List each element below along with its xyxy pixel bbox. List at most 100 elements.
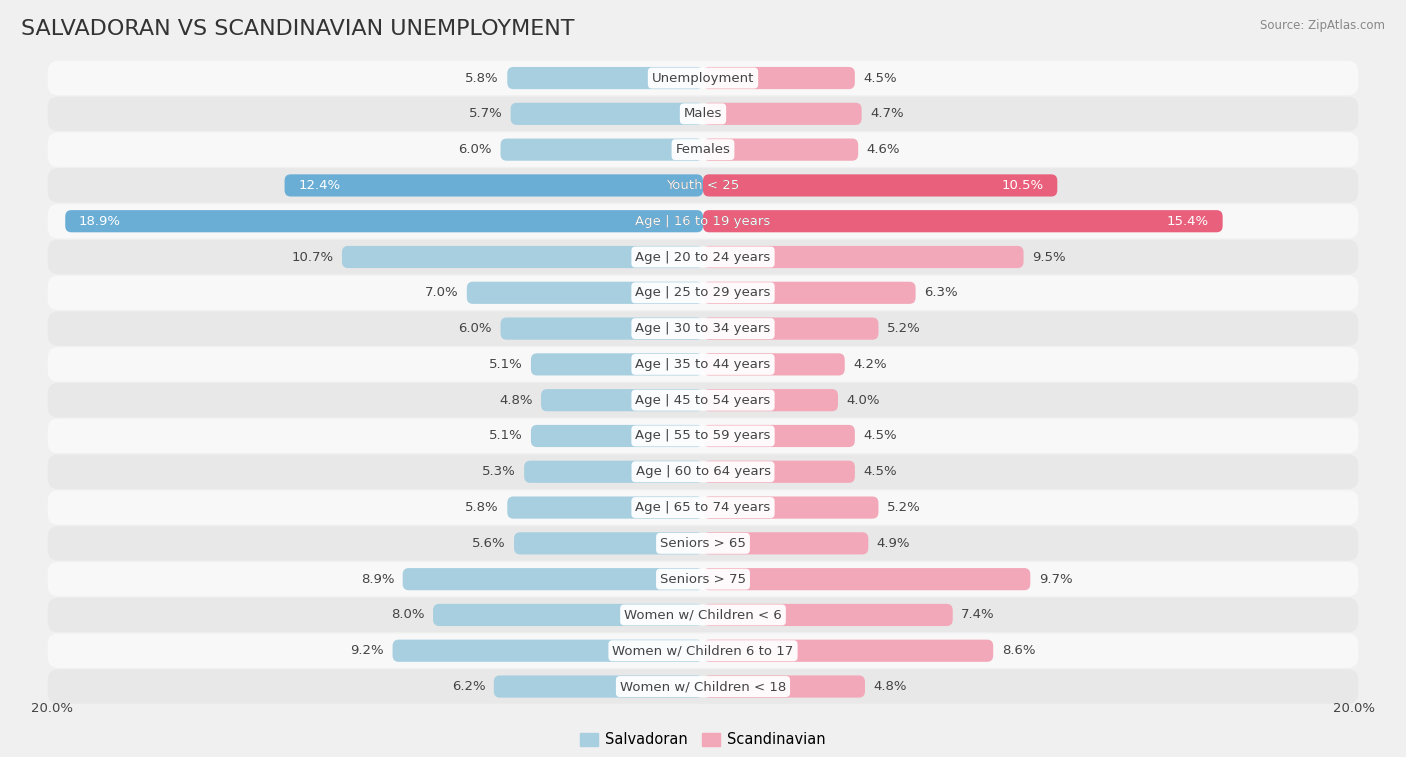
FancyBboxPatch shape <box>703 461 855 483</box>
Text: 4.2%: 4.2% <box>853 358 887 371</box>
Text: 5.7%: 5.7% <box>468 107 502 120</box>
FancyBboxPatch shape <box>515 532 703 554</box>
Text: Age | 60 to 64 years: Age | 60 to 64 years <box>636 466 770 478</box>
Text: 4.7%: 4.7% <box>870 107 904 120</box>
FancyBboxPatch shape <box>48 634 1358 668</box>
Text: 4.5%: 4.5% <box>863 72 897 85</box>
FancyBboxPatch shape <box>524 461 703 483</box>
FancyBboxPatch shape <box>467 282 703 304</box>
Text: 8.9%: 8.9% <box>361 572 394 586</box>
Text: 4.8%: 4.8% <box>499 394 533 407</box>
FancyBboxPatch shape <box>48 526 1358 560</box>
Text: Seniors > 75: Seniors > 75 <box>659 572 747 586</box>
Legend: Salvadoran, Scandinavian: Salvadoran, Scandinavian <box>581 732 825 747</box>
FancyBboxPatch shape <box>508 497 703 519</box>
FancyBboxPatch shape <box>703 354 845 375</box>
FancyBboxPatch shape <box>703 568 1031 590</box>
FancyBboxPatch shape <box>703 282 915 304</box>
Text: 6.0%: 6.0% <box>458 322 492 335</box>
Text: 7.4%: 7.4% <box>962 609 995 621</box>
FancyBboxPatch shape <box>48 383 1358 417</box>
Text: 5.3%: 5.3% <box>482 466 516 478</box>
FancyBboxPatch shape <box>703 497 879 519</box>
FancyBboxPatch shape <box>703 139 858 160</box>
FancyBboxPatch shape <box>48 311 1358 346</box>
Text: 8.6%: 8.6% <box>1001 644 1035 657</box>
Text: Age | 20 to 24 years: Age | 20 to 24 years <box>636 251 770 263</box>
FancyBboxPatch shape <box>48 204 1358 238</box>
FancyBboxPatch shape <box>703 389 838 411</box>
Text: 9.2%: 9.2% <box>350 644 384 657</box>
FancyBboxPatch shape <box>703 425 855 447</box>
FancyBboxPatch shape <box>48 455 1358 489</box>
Text: 20.0%: 20.0% <box>1333 702 1375 715</box>
Text: Women w/ Children < 6: Women w/ Children < 6 <box>624 609 782 621</box>
FancyBboxPatch shape <box>48 132 1358 167</box>
Text: Age | 16 to 19 years: Age | 16 to 19 years <box>636 215 770 228</box>
Text: 7.0%: 7.0% <box>425 286 458 299</box>
Text: 12.4%: 12.4% <box>298 179 340 192</box>
Text: 4.8%: 4.8% <box>873 680 907 693</box>
FancyBboxPatch shape <box>402 568 703 590</box>
Text: Source: ZipAtlas.com: Source: ZipAtlas.com <box>1260 19 1385 32</box>
Text: 5.1%: 5.1% <box>489 429 523 443</box>
Text: Age | 45 to 54 years: Age | 45 to 54 years <box>636 394 770 407</box>
Text: Unemployment: Unemployment <box>652 72 754 85</box>
Text: 5.6%: 5.6% <box>472 537 506 550</box>
FancyBboxPatch shape <box>703 532 869 554</box>
FancyBboxPatch shape <box>531 354 703 375</box>
Text: 5.2%: 5.2% <box>887 501 921 514</box>
Text: 5.8%: 5.8% <box>465 72 499 85</box>
FancyBboxPatch shape <box>501 139 703 160</box>
FancyBboxPatch shape <box>48 168 1358 203</box>
FancyBboxPatch shape <box>65 210 703 232</box>
Text: Age | 65 to 74 years: Age | 65 to 74 years <box>636 501 770 514</box>
FancyBboxPatch shape <box>703 675 865 698</box>
Text: Seniors > 65: Seniors > 65 <box>659 537 747 550</box>
Text: 6.3%: 6.3% <box>924 286 957 299</box>
Text: 9.5%: 9.5% <box>1032 251 1066 263</box>
Text: Age | 30 to 34 years: Age | 30 to 34 years <box>636 322 770 335</box>
Text: Age | 16 to 19 years: Age | 16 to 19 years <box>636 215 770 228</box>
Text: Age | 35 to 44 years: Age | 35 to 44 years <box>636 358 770 371</box>
Text: Females: Females <box>675 143 731 156</box>
FancyBboxPatch shape <box>433 604 703 626</box>
FancyBboxPatch shape <box>392 640 703 662</box>
Text: 5.8%: 5.8% <box>465 501 499 514</box>
Text: Youth < 25: Youth < 25 <box>666 179 740 192</box>
FancyBboxPatch shape <box>48 240 1358 274</box>
Text: 4.5%: 4.5% <box>863 429 897 443</box>
Text: Women w/ Children 6 to 17: Women w/ Children 6 to 17 <box>613 644 793 657</box>
Text: 15.4%: 15.4% <box>1167 215 1209 228</box>
Text: 6.0%: 6.0% <box>458 143 492 156</box>
FancyBboxPatch shape <box>703 174 1057 197</box>
Text: 9.7%: 9.7% <box>1039 572 1073 586</box>
Text: 10.7%: 10.7% <box>291 251 333 263</box>
FancyBboxPatch shape <box>48 419 1358 453</box>
FancyBboxPatch shape <box>510 103 703 125</box>
FancyBboxPatch shape <box>501 317 703 340</box>
Text: 8.0%: 8.0% <box>391 609 425 621</box>
FancyBboxPatch shape <box>541 389 703 411</box>
Text: Age | 55 to 59 years: Age | 55 to 59 years <box>636 429 770 443</box>
FancyBboxPatch shape <box>703 103 862 125</box>
FancyBboxPatch shape <box>48 61 1358 95</box>
FancyBboxPatch shape <box>342 246 703 268</box>
Text: 5.1%: 5.1% <box>489 358 523 371</box>
FancyBboxPatch shape <box>703 317 879 340</box>
Text: 4.9%: 4.9% <box>877 537 910 550</box>
FancyBboxPatch shape <box>703 640 993 662</box>
FancyBboxPatch shape <box>703 246 1024 268</box>
FancyBboxPatch shape <box>703 210 1223 232</box>
FancyBboxPatch shape <box>703 67 855 89</box>
FancyBboxPatch shape <box>48 669 1358 704</box>
FancyBboxPatch shape <box>703 604 953 626</box>
Text: Women w/ Children < 18: Women w/ Children < 18 <box>620 680 786 693</box>
FancyBboxPatch shape <box>48 491 1358 525</box>
FancyBboxPatch shape <box>48 276 1358 310</box>
Text: Males: Males <box>683 107 723 120</box>
Text: 20.0%: 20.0% <box>31 702 73 715</box>
Text: Youth < 25: Youth < 25 <box>666 179 740 192</box>
Text: Age | 25 to 29 years: Age | 25 to 29 years <box>636 286 770 299</box>
Text: 5.2%: 5.2% <box>887 322 921 335</box>
